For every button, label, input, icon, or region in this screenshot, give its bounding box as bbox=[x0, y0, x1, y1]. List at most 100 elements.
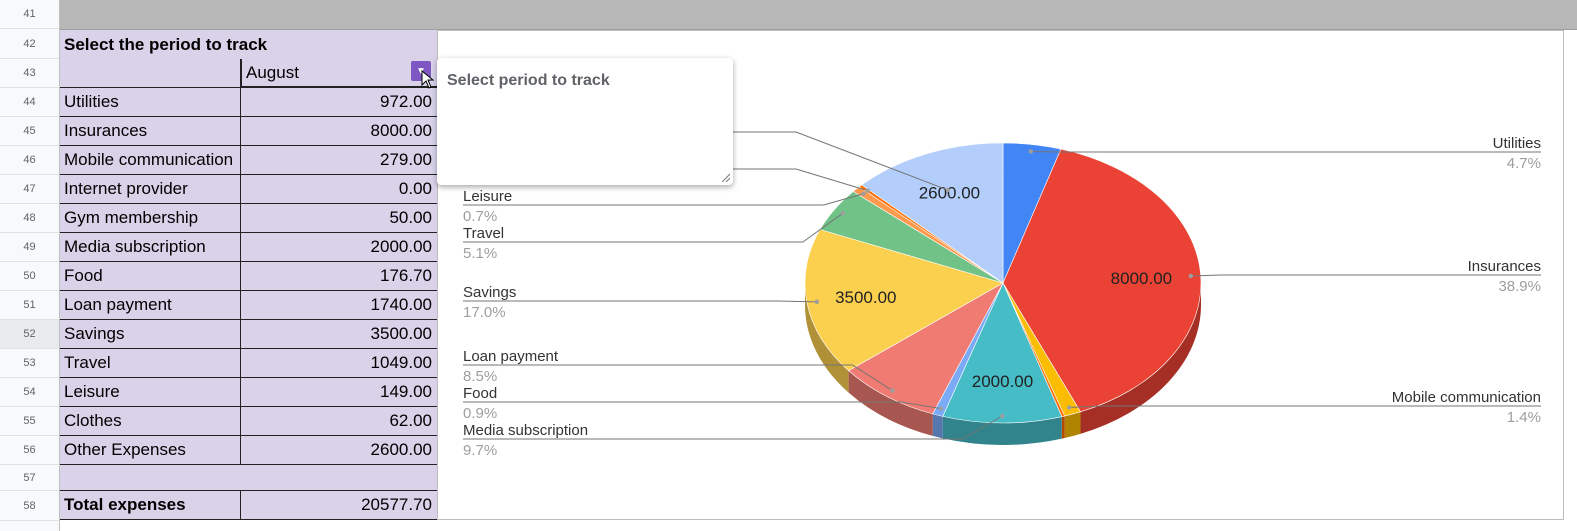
expense-value-cell[interactable]: 1740.00 bbox=[241, 291, 437, 320]
expense-label-cell[interactable]: Other Expenses bbox=[60, 436, 241, 465]
pie-slice-media-subscription[interactable] bbox=[942, 282, 1063, 424]
expense-label-cell[interactable]: Utilities bbox=[60, 88, 241, 117]
callout-line bbox=[1069, 405, 1541, 408]
expense-label-cell[interactable]: Travel bbox=[60, 349, 241, 378]
expense-value-cell[interactable]: 279.00 bbox=[241, 146, 437, 175]
expense-label-cell[interactable]: Food bbox=[60, 262, 241, 291]
pie-chart-svg: 8000.00 3500.00 2600.00 2000.00 Utilities 4.7… bbox=[463, 131, 1541, 459]
expense-label-cell[interactable]: Loan payment bbox=[60, 291, 241, 320]
expense-value-cell[interactable]: 50.00 bbox=[241, 204, 437, 233]
expense-label-cell[interactable]: Gym membership bbox=[60, 204, 241, 233]
expense-value-cell[interactable]: 2000.00 bbox=[241, 233, 437, 262]
callout-dot bbox=[865, 188, 870, 193]
expense-value-cell[interactable]: 0.00 bbox=[241, 175, 437, 204]
callout-line bbox=[463, 193, 864, 206]
pie-slice-side[interactable] bbox=[1064, 411, 1081, 439]
callout-percent: 5.1% bbox=[463, 245, 497, 262]
slice-value-label: 2000.00 bbox=[972, 372, 1033, 391]
pie-slice-loan-payment[interactable] bbox=[848, 282, 1004, 415]
pie-slice-savings[interactable] bbox=[804, 229, 1004, 372]
period-header-cell[interactable]: Select the period to track bbox=[60, 30, 437, 59]
callout-label: Travel bbox=[463, 225, 504, 242]
resize-handle-icon[interactable] bbox=[720, 172, 730, 182]
expense-value-cell[interactable]: 149.00 bbox=[241, 378, 437, 407]
callout-percent: 4.7% bbox=[1507, 155, 1541, 172]
callout-dot bbox=[945, 187, 951, 193]
callout-line bbox=[1190, 274, 1541, 277]
callout-percent: 0.7% bbox=[463, 208, 497, 225]
row-number-43[interactable]: 43 bbox=[0, 59, 59, 88]
expense-label-cell[interactable]: Clothes bbox=[60, 407, 241, 436]
expense-value-cell[interactable]: 176.70 bbox=[241, 262, 437, 291]
callout-label: Insurances bbox=[1468, 258, 1541, 275]
callout-dot bbox=[1188, 273, 1194, 279]
row-number-57[interactable]: 57 bbox=[0, 465, 59, 491]
row-number-53[interactable]: 53 bbox=[0, 349, 59, 378]
callout-line bbox=[463, 212, 844, 243]
slice-value-label: 2600.00 bbox=[919, 184, 980, 203]
slice-value-label: 8000.00 bbox=[1111, 269, 1172, 288]
expense-label-cell[interactable]: Leisure bbox=[60, 378, 241, 407]
row-number-54[interactable]: 54 bbox=[0, 378, 59, 407]
expense-value-cell[interactable]: 972.00 bbox=[241, 88, 437, 117]
expense-label-cell[interactable]: Internet provider bbox=[60, 175, 241, 204]
callout-line bbox=[463, 300, 817, 303]
expense-value-cell[interactable]: 2600.00 bbox=[241, 436, 437, 465]
row-number-56[interactable]: 56 bbox=[0, 436, 59, 465]
callout-dot bbox=[890, 388, 895, 393]
row-number-44[interactable]: 44 bbox=[0, 88, 59, 117]
row-number-42[interactable]: 42 bbox=[0, 30, 59, 59]
note-text[interactable]: Select period to track bbox=[447, 72, 610, 89]
callout-line bbox=[463, 415, 1003, 440]
pie-slice-side[interactable] bbox=[1061, 416, 1065, 439]
mouse-cursor-icon bbox=[421, 70, 435, 89]
row-number-46[interactable]: 46 bbox=[0, 146, 59, 175]
row-number-55[interactable]: 55 bbox=[0, 407, 59, 436]
row-number-50[interactable]: 50 bbox=[0, 262, 59, 291]
total-label-cell[interactable]: Total expenses bbox=[60, 491, 241, 520]
callout-label: Mobile communication bbox=[1392, 389, 1541, 406]
pie-slice-side[interactable] bbox=[942, 416, 1062, 445]
callout-dot bbox=[840, 211, 846, 216]
expense-label-cell[interactable]: Savings bbox=[60, 320, 241, 349]
empty-label-cell[interactable] bbox=[60, 59, 241, 88]
callout-label: Savings bbox=[463, 284, 516, 301]
note-popup[interactable]: Select period to track bbox=[437, 58, 733, 185]
callout-label: Loan payment bbox=[463, 348, 559, 365]
pie-slice-side[interactable] bbox=[1080, 283, 1201, 434]
row-number-45[interactable]: 45 bbox=[0, 117, 59, 146]
callout-dot bbox=[938, 406, 944, 411]
row-number-47[interactable]: 47 bbox=[0, 175, 59, 204]
row-number-51[interactable]: 51 bbox=[0, 291, 59, 320]
callout-label: Leisure bbox=[463, 188, 512, 205]
callout-percent: 0.9% bbox=[463, 405, 497, 422]
row-number-41[interactable]: 41 bbox=[0, 0, 59, 29]
expense-value-cell[interactable]: 62.00 bbox=[241, 407, 437, 436]
row-number-49[interactable]: 49 bbox=[0, 233, 59, 262]
row-number-column[interactable]: 41 42 43 44 45 46 47 48 49 50 51 52 53 54 55 56 57 58 bbox=[0, 0, 60, 531]
expense-value-cell[interactable]: 1049.00 bbox=[241, 349, 437, 378]
callout-percent: 38.9% bbox=[1498, 278, 1541, 295]
callout-line bbox=[463, 364, 893, 391]
expense-label-cell[interactable]: Insurances bbox=[60, 117, 241, 146]
expense-value-cell[interactable]: 8000.00 bbox=[241, 117, 437, 146]
callout-line bbox=[728, 168, 868, 192]
callout-line bbox=[1030, 150, 1541, 153]
callout-line bbox=[728, 131, 949, 191]
pie-slice-other-expenses[interactable] bbox=[861, 142, 1004, 284]
callout-dot bbox=[1066, 405, 1072, 410]
gray-header-band bbox=[60, 0, 1577, 30]
row-number-52[interactable]: 52 bbox=[0, 320, 59, 349]
callout-dot bbox=[1028, 149, 1034, 154]
pie-slice-side[interactable] bbox=[848, 370, 933, 436]
expense-value-cell[interactable]: 3500.00 bbox=[241, 320, 437, 349]
total-value-cell[interactable]: 20577.70 bbox=[241, 491, 437, 520]
row-number-58[interactable]: 58 bbox=[0, 491, 59, 521]
pie-slice-side[interactable] bbox=[932, 413, 943, 439]
expense-label-cell[interactable]: Media subscription bbox=[60, 233, 241, 262]
slice-value-label: 3500.00 bbox=[835, 288, 896, 307]
empty-row-cell[interactable] bbox=[60, 465, 437, 491]
row-number-48[interactable]: 48 bbox=[0, 204, 59, 233]
expense-label-cell[interactable]: Mobile communication bbox=[60, 146, 241, 175]
period-dropdown-cell[interactable]: August bbox=[241, 59, 437, 88]
